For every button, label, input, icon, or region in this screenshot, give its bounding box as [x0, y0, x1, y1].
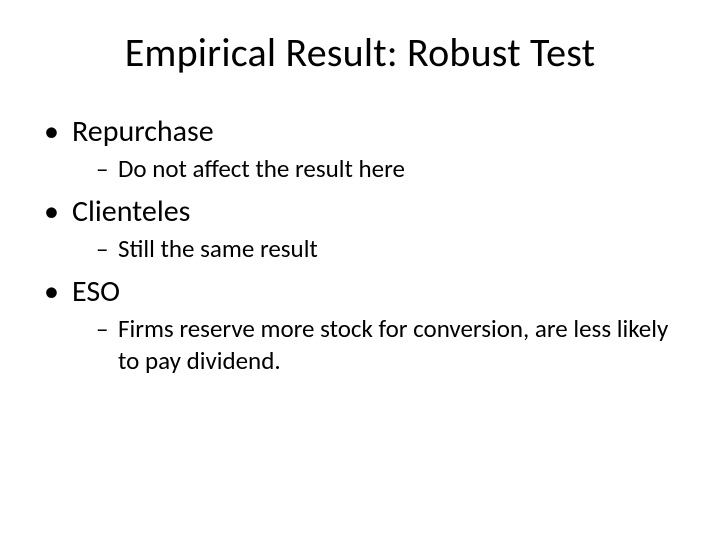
dash-icon: –	[96, 313, 118, 346]
list-item-label: Clienteles	[72, 193, 190, 231]
bullet-list: • Repurchase – Do not affect the result …	[38, 113, 682, 378]
sub-list-item: – Do not affect the result here	[96, 153, 682, 186]
list-item: • ESO – Firms reserve more stock for con…	[38, 273, 682, 378]
sub-item-text: Do not affect the result here	[118, 153, 682, 186]
list-item: • Repurchase – Do not affect the result …	[38, 113, 682, 185]
bullet-icon: •	[38, 113, 72, 151]
bullet-icon: •	[38, 193, 72, 231]
list-item-label: ESO	[72, 273, 120, 311]
sub-list-item: – Still the same result	[96, 233, 682, 266]
slide-title: Empirical Result: Robust Test	[38, 28, 682, 77]
dash-icon: –	[96, 233, 118, 266]
dash-icon: –	[96, 153, 118, 186]
list-item: • Clienteles – Still the same result	[38, 193, 682, 265]
bullet-icon: •	[38, 273, 72, 311]
sub-list-item: – Firms reserve more stock for conversio…	[96, 313, 682, 378]
sub-item-text: Firms reserve more stock for conversion,…	[118, 313, 682, 378]
sub-item-text: Still the same result	[118, 233, 682, 266]
list-item-label: Repurchase	[72, 113, 214, 151]
